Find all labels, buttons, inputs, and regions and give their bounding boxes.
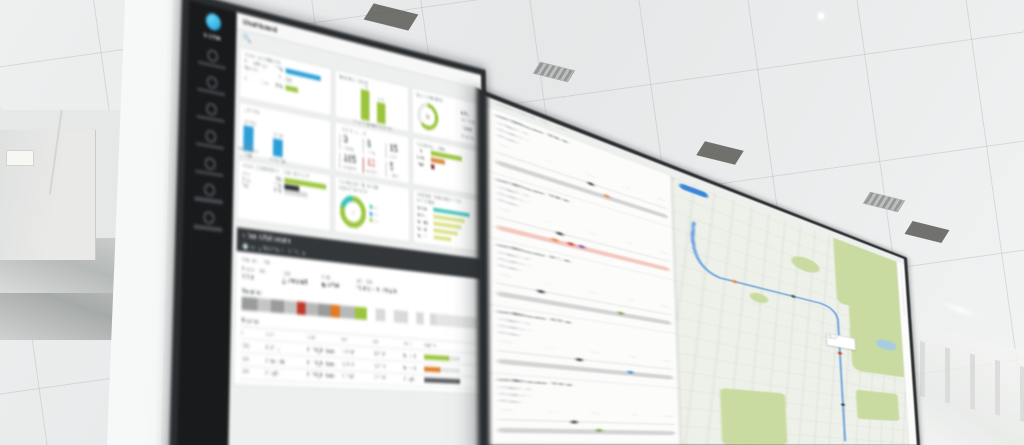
svg-text:☞: ☞ [350, 207, 355, 216]
svg-text:⚙: ⚙ [425, 111, 430, 121]
